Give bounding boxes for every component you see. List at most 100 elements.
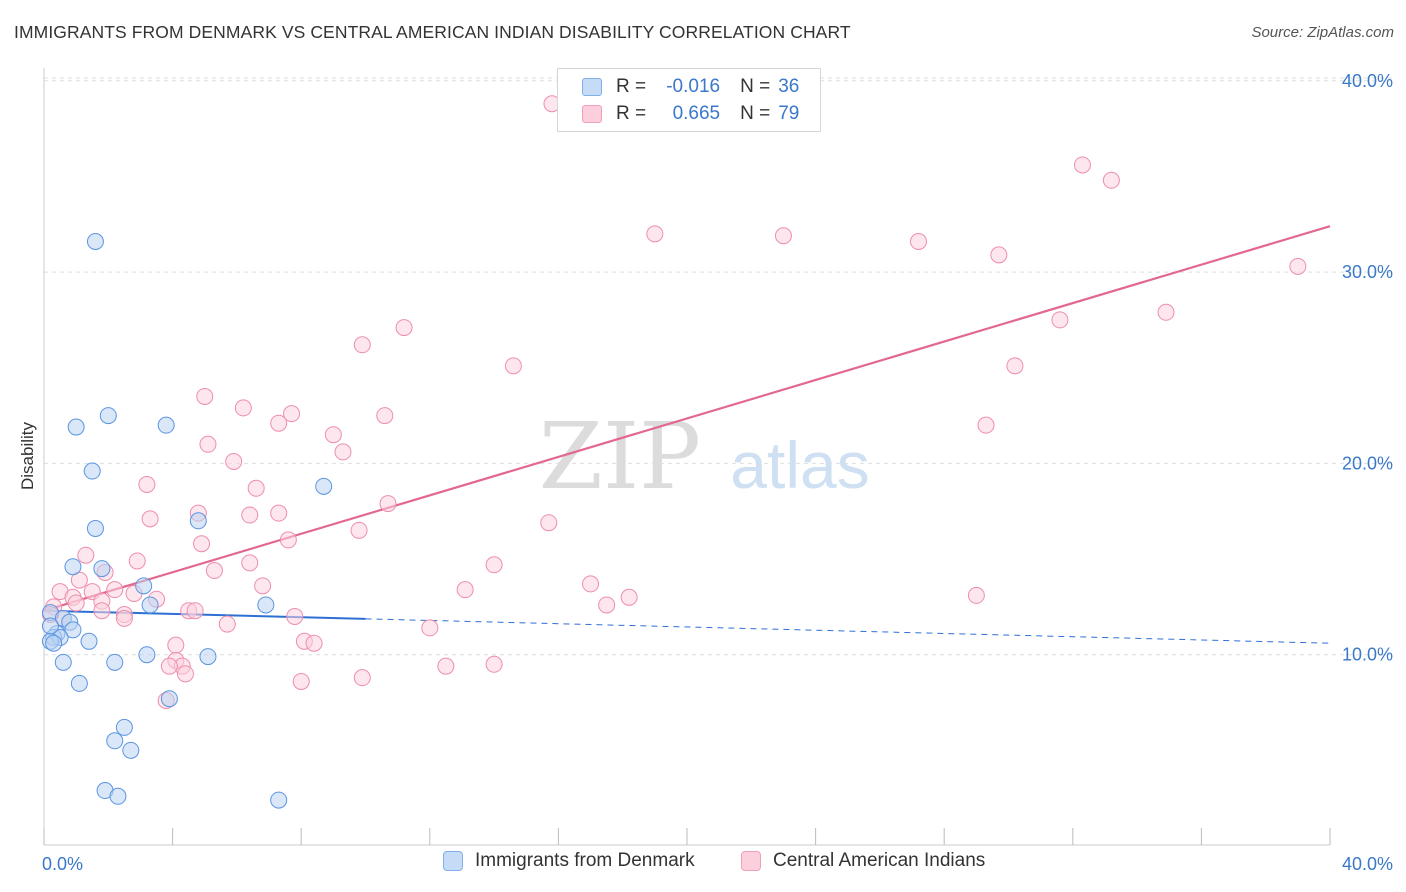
data-point-central-american-indians (990, 246, 1008, 264)
data-point-central-american-indians (193, 535, 211, 553)
legend-r-label: R = (616, 76, 647, 97)
data-point-central-american-indians (456, 581, 474, 599)
data-point-central-american-indians (437, 657, 455, 675)
data-point-central-american-indians (504, 357, 522, 375)
series-legend-denmark: Immigrants from Denmark (443, 850, 695, 872)
data-point-immigrants-from-denmark (106, 653, 124, 671)
data-point-central-american-indians (1073, 156, 1091, 174)
data-point-central-american-indians (909, 232, 927, 250)
data-point-central-american-indians (646, 225, 664, 243)
data-point-immigrants-from-denmark (64, 621, 82, 639)
data-point-central-american-indians (1157, 303, 1175, 321)
data-point-immigrants-from-denmark (141, 596, 159, 614)
legend-n-value-denmark: 36 (778, 76, 800, 97)
data-point-central-american-indians (67, 594, 85, 612)
series-label-central-american-indians: Central American Indians (773, 850, 986, 871)
data-point-central-american-indians (324, 426, 342, 444)
data-point-central-american-indians (106, 581, 124, 599)
data-point-central-american-indians (167, 636, 185, 654)
trend-line-denmark-extension (365, 618, 1331, 644)
series-label-denmark: Immigrants from Denmark (475, 850, 695, 871)
data-point-central-american-indians (186, 602, 204, 620)
data-point-central-american-indians (774, 227, 792, 245)
correlation-legend: R = -0.016 N = 36 R = 0.665 N = 79 (557, 68, 821, 132)
data-point-central-american-indians (540, 514, 558, 532)
data-point-central-american-indians (241, 506, 259, 524)
legend-n-label: N = (740, 76, 771, 97)
y-tick-label: 10.0% (1342, 645, 1393, 665)
data-point-central-american-indians (376, 407, 394, 425)
data-point-immigrants-from-denmark (67, 418, 85, 436)
y-tick-label: 40.0% (1342, 71, 1393, 91)
data-point-immigrants-from-denmark (138, 646, 156, 664)
trend-line-denmark (43, 609, 366, 620)
data-point-central-american-indians (292, 672, 310, 690)
data-point-central-american-indians (485, 655, 503, 673)
data-point-central-american-indians (334, 443, 352, 461)
data-point-central-american-indians (350, 521, 368, 539)
data-point-central-american-indians (1006, 357, 1024, 375)
data-point-central-american-indians (176, 665, 194, 683)
data-point-central-american-indians (218, 615, 236, 633)
data-point-immigrants-from-denmark (257, 596, 275, 614)
data-point-central-american-indians (247, 479, 265, 497)
series-swatch-denmark (443, 851, 463, 871)
data-point-central-american-indians (395, 319, 413, 337)
data-point-central-american-indians (270, 414, 288, 432)
data-point-immigrants-from-denmark (86, 232, 104, 250)
data-point-immigrants-from-denmark (80, 632, 98, 650)
legend-r-label: R = (616, 103, 647, 124)
data-point-central-american-indians (199, 435, 217, 453)
watermark-zip: ZIP (539, 403, 701, 510)
watermark-atlas: atlas (730, 428, 869, 502)
data-point-immigrants-from-denmark (99, 407, 117, 425)
data-point-central-american-indians (1102, 171, 1120, 189)
data-point-immigrants-from-denmark (189, 512, 207, 530)
data-point-immigrants-from-denmark (93, 560, 111, 578)
data-point-immigrants-from-denmark (115, 718, 133, 736)
data-point-immigrants-from-denmark (70, 674, 88, 692)
legend-swatch-central-american-indians (582, 105, 602, 123)
data-point-central-american-indians (241, 554, 259, 572)
data-point-central-american-indians (283, 405, 301, 423)
series-swatch-central-american-indians (741, 851, 761, 871)
data-point-immigrants-from-denmark (83, 462, 101, 480)
data-point-central-american-indians (421, 619, 439, 637)
data-point-immigrants-from-denmark (157, 416, 175, 434)
legend-r-value-central-american-indians: 0.665 (672, 103, 721, 124)
data-point-central-american-indians (205, 562, 223, 580)
series-legend: Immigrants from Denmark Central American… (0, 850, 1406, 878)
data-point-immigrants-from-denmark (160, 690, 178, 708)
data-point-central-american-indians (1289, 257, 1307, 275)
data-point-central-american-indians (254, 577, 272, 595)
data-point-immigrants-from-denmark (109, 787, 127, 805)
data-point-central-american-indians (225, 452, 243, 470)
data-point-central-american-indians (485, 556, 503, 574)
data-point-central-american-indians (582, 575, 600, 593)
data-point-central-american-indians (270, 504, 288, 522)
legend-swatch-denmark (582, 78, 602, 96)
x-tick-label-min: 0.0% (42, 854, 83, 874)
series-legend-central-american-indians: Central American Indians (741, 850, 985, 872)
axes (43, 68, 1331, 846)
trend-line-central-american-indians (43, 225, 1331, 612)
data-point-central-american-indians (128, 552, 146, 570)
data-point-central-american-indians (279, 531, 297, 549)
data-point-immigrants-from-denmark (270, 791, 288, 809)
legend-row-central-american-indians: R = 0.665 N = 79 (582, 101, 799, 127)
data-point-immigrants-from-denmark (41, 617, 59, 635)
tick-labels: 10.0% 20.0% 30.0% 40.0% 0.0% 40.0% (42, 71, 1393, 874)
data-points (41, 95, 1307, 809)
legend-r-value-denmark: -0.016 (666, 76, 721, 97)
data-point-immigrants-from-denmark (106, 732, 124, 750)
legend-row-denmark: R = -0.016 N = 36 (582, 74, 799, 100)
data-point-immigrants-from-denmark (54, 653, 72, 671)
data-point-immigrants-from-denmark (315, 477, 333, 495)
y-tick-label: 20.0% (1342, 453, 1393, 473)
data-point-central-american-indians (353, 669, 371, 687)
data-point-central-american-indians (620, 588, 638, 606)
data-point-immigrants-from-denmark (86, 519, 104, 537)
data-point-immigrants-from-denmark (64, 558, 82, 576)
data-point-immigrants-from-denmark (135, 577, 153, 595)
